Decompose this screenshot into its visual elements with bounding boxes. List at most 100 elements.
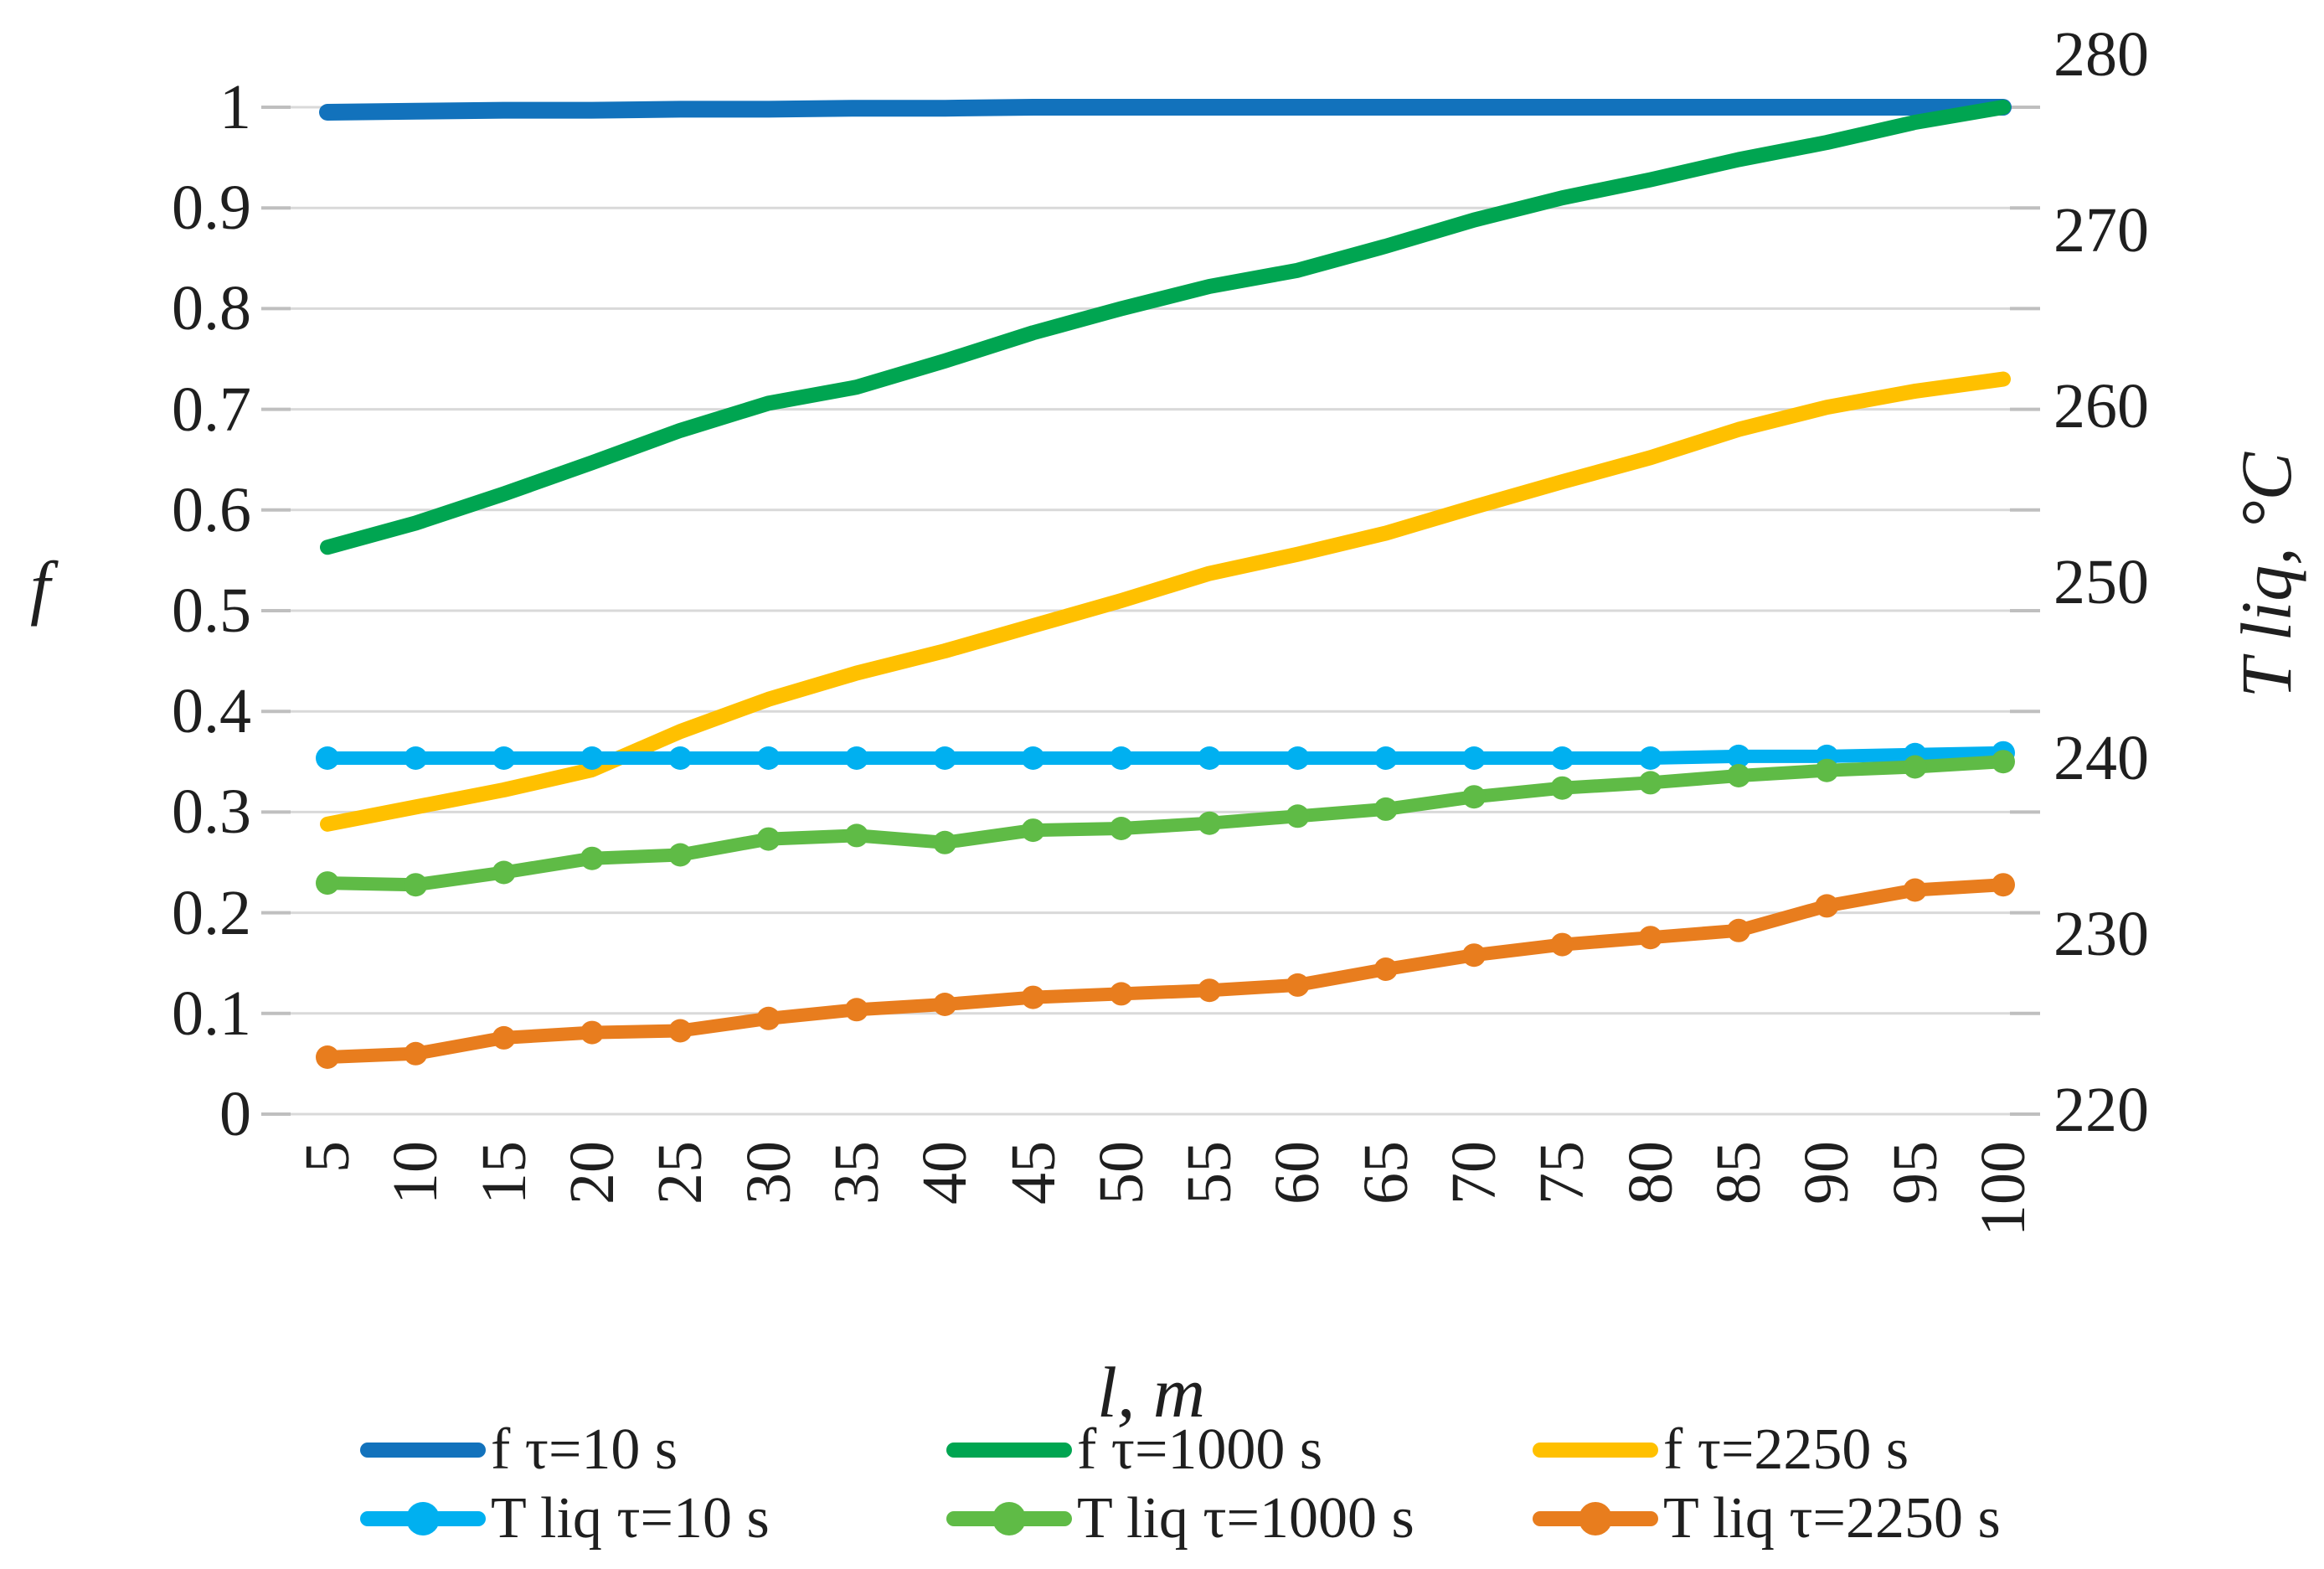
series-marker-3: [1462, 746, 1487, 770]
right-tick-label: 240: [2053, 723, 2149, 793]
series-marker-3: [580, 746, 604, 770]
series-marker-4: [1992, 750, 2015, 774]
x-tick-label: 95: [1879, 1141, 1950, 1205]
x-tick-label: 10: [380, 1141, 451, 1205]
series-marker-3: [1373, 746, 1398, 770]
series-marker-5: [756, 1006, 781, 1030]
series-marker-3: [668, 746, 693, 770]
x-tick-label: 65: [1350, 1141, 1421, 1205]
series-marker-3: [1198, 746, 1222, 770]
x-tick-label: 15: [468, 1141, 539, 1205]
series-marker-4: [404, 873, 428, 897]
left-tick-label: 0.4: [172, 676, 251, 747]
series-marker-3: [756, 746, 781, 770]
left-tick-label: 0.1: [172, 978, 251, 1049]
series-marker-4: [1021, 818, 1045, 843]
left-tick-label: 0: [219, 1079, 251, 1149]
legend-label: T liq τ=1000 s: [1077, 1486, 1414, 1551]
series-marker-3: [492, 746, 516, 770]
series-marker-5: [1286, 973, 1310, 997]
legend-line-swatch: [360, 1443, 486, 1458]
right-tick-label: 260: [2053, 371, 2149, 441]
x-tick-label: 100: [1968, 1141, 2038, 1236]
series-line-5: [321, 878, 2010, 1064]
right-tick-label: 270: [2053, 195, 2149, 266]
series-marker-5: [404, 1041, 428, 1066]
series-line-0: [319, 99, 2012, 121]
legend-item-tliq-tau-2250: T liq τ=2250 s: [1533, 1484, 2119, 1553]
series-marker-3: [1109, 746, 1133, 770]
series-marker-5: [1903, 878, 1927, 902]
series-marker-4: [1198, 811, 1222, 835]
x-tick-label: 45: [997, 1141, 1069, 1205]
x-tick-label: 20: [556, 1141, 627, 1205]
series-marker-4: [1550, 776, 1574, 800]
series-marker-4: [756, 827, 781, 851]
series-marker-4: [1286, 804, 1310, 828]
series-marker-5: [844, 998, 868, 1022]
series-marker-5: [1373, 957, 1398, 981]
legend-line-marker-swatch: [360, 1502, 486, 1535]
x-tick-label: 85: [1703, 1141, 1775, 1205]
series-marker-3: [1550, 746, 1574, 770]
series-marker-3: [844, 746, 868, 770]
series-marker-3: [1021, 746, 1045, 770]
x-tick-label: 25: [645, 1141, 716, 1205]
right-tick-label: 220: [2053, 1075, 2149, 1145]
x-tick-label: 5: [292, 1141, 363, 1173]
series-marker-4: [1462, 785, 1487, 809]
series-marker-5: [668, 1019, 693, 1043]
left-tick-label: 0.9: [172, 173, 251, 244]
series-marker-5: [1198, 978, 1222, 1003]
legend-line-swatch: [946, 1443, 1072, 1458]
series-marker-5: [1462, 943, 1487, 968]
series-line-4: [321, 755, 2010, 892]
x-tick-label: 80: [1615, 1141, 1686, 1205]
series-marker-4: [933, 830, 957, 854]
series-marker-5: [1815, 894, 1839, 918]
x-axis-title: l, m: [1097, 1352, 1205, 1432]
legend-item-f-tau-10: f τ=10 s: [360, 1416, 946, 1484]
left-tick-label: 0.7: [172, 374, 251, 445]
legend-item-tliq-tau-10: T liq τ=10 s: [360, 1484, 946, 1553]
x-tick-label: 70: [1439, 1141, 1510, 1205]
x-tick-label: 35: [821, 1141, 892, 1205]
series-marker-4: [668, 843, 693, 867]
series-marker-5: [1109, 982, 1133, 1006]
left-tick-label: 0.3: [172, 777, 251, 848]
series-marker-5: [1992, 873, 2015, 897]
series-marker-5: [1638, 926, 1662, 950]
series-marker-4: [1109, 817, 1133, 840]
legend-label: f τ=2250 s: [1663, 1417, 1909, 1482]
series-marker-5: [580, 1020, 604, 1045]
left-tick-label: 0.5: [172, 575, 251, 646]
series-marker-5: [492, 1025, 516, 1050]
legend-label: f τ=10 s: [491, 1417, 678, 1482]
series-marker-4: [580, 846, 604, 870]
series-marker-3: [933, 746, 957, 770]
series-marker-4: [1638, 771, 1662, 795]
left-tick-label: 0.8: [172, 273, 251, 344]
series-marker-5: [1021, 985, 1045, 1009]
legend-item-tliq-tau-1000: T liq τ=1000 s: [946, 1484, 1533, 1553]
left-tick-label: 0.2: [172, 877, 251, 948]
right-tick-label: 250: [2053, 547, 2149, 617]
legend-label: f τ=1000 s: [1077, 1417, 1323, 1482]
x-tick-label: 40: [910, 1141, 981, 1205]
series-marker-4: [1815, 758, 1839, 782]
series-marker-3: [1727, 744, 1751, 768]
right-axis-title: T liq, °C: [2226, 452, 2306, 699]
x-tick-label: 50: [1085, 1141, 1157, 1205]
right-tick-label: 280: [2053, 19, 2149, 90]
series-marker-5: [1727, 918, 1751, 942]
series-marker-4: [316, 871, 339, 895]
x-tick-label: 55: [1174, 1141, 1245, 1205]
x-tick-label: 30: [733, 1141, 804, 1205]
left-tick-label: 0.6: [172, 474, 251, 545]
x-tick-label: 60: [1262, 1141, 1333, 1205]
left-tick-label: 1: [219, 72, 251, 142]
legend-line-swatch: [1533, 1443, 1658, 1458]
legend-line-marker-swatch: [946, 1502, 1072, 1535]
